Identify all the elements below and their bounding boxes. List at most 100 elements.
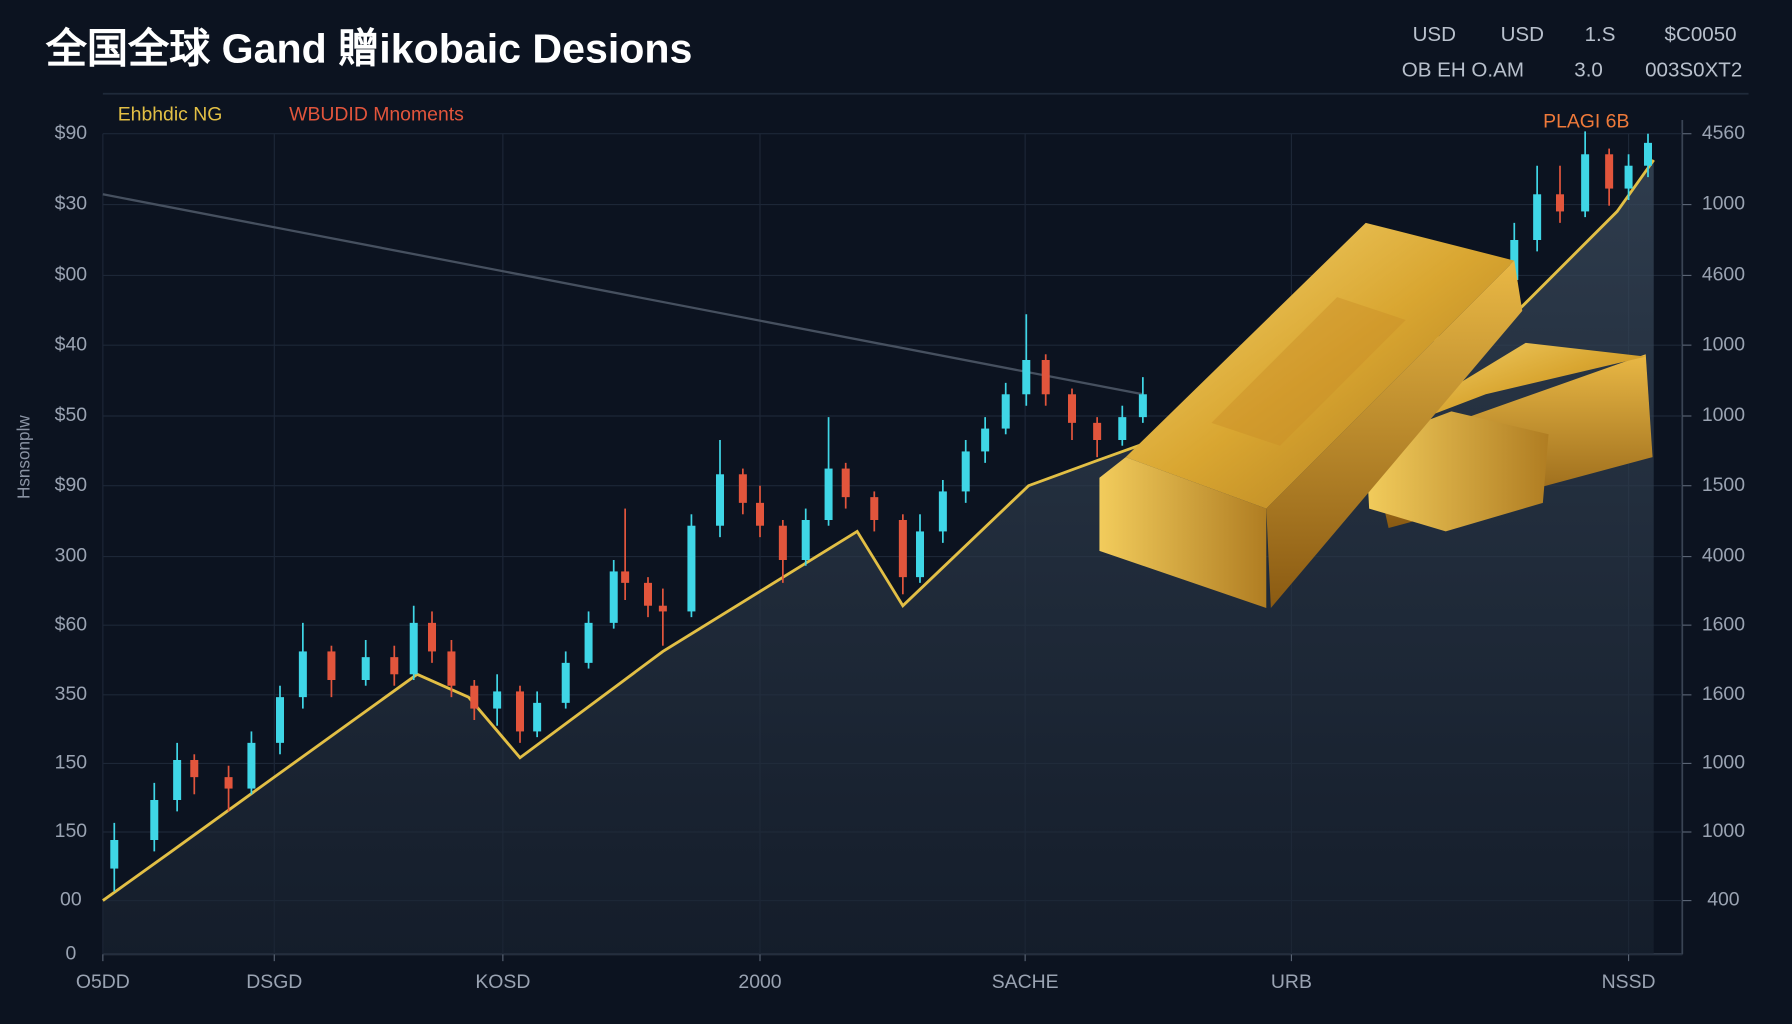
candle-body bbox=[778, 525, 787, 560]
candle-body bbox=[409, 622, 418, 675]
y-tick-label: 150 bbox=[55, 752, 88, 774]
line-area bbox=[102, 160, 1654, 955]
candle-body bbox=[824, 468, 833, 520]
ticker-cell: USD bbox=[1413, 23, 1456, 46]
candle-body bbox=[361, 657, 370, 680]
candle-body bbox=[738, 474, 747, 503]
title: 全国全球 Gand 贈ikobaic Desions bbox=[45, 25, 693, 71]
candle-body bbox=[1533, 194, 1542, 240]
y2-tick-label: 400 bbox=[1707, 889, 1740, 911]
y-tick-label: $90 bbox=[55, 122, 88, 144]
gold-bar-side bbox=[1266, 260, 1523, 608]
plot: 000150150350$60300$90$50$40$00$30$904001… bbox=[55, 104, 1746, 993]
y2-tick-label: 1000 bbox=[1702, 820, 1745, 842]
y2-tick-label: 4000 bbox=[1702, 545, 1745, 567]
candle-body bbox=[1138, 394, 1147, 418]
candle-body bbox=[1068, 394, 1076, 423]
y-tick-label: 150 bbox=[55, 820, 88, 842]
ticker-cell: USD bbox=[1501, 23, 1544, 46]
y2-tick-label: 1500 bbox=[1702, 474, 1745, 496]
candle-body bbox=[1001, 394, 1010, 429]
y2-tick-label: 1000 bbox=[1702, 193, 1745, 215]
y-tick-label: $50 bbox=[55, 404, 88, 426]
x-tick-label: O5DD bbox=[76, 971, 130, 993]
y-tick-label: 350 bbox=[55, 683, 88, 705]
candle-body bbox=[1118, 417, 1127, 440]
ticker: USD USD 1.S $C0050 OB EH O.AM 3.0 003S0XT2 bbox=[1402, 23, 1743, 81]
candle-body bbox=[110, 840, 119, 869]
candle-body bbox=[390, 657, 399, 675]
y-axis-label: Hsnsonplw bbox=[14, 415, 34, 499]
candle-body bbox=[1556, 194, 1564, 212]
x-tick-label: 2000 bbox=[738, 971, 781, 993]
y2-tick-label: 1600 bbox=[1702, 683, 1745, 705]
candle-body bbox=[298, 651, 307, 698]
candle-body bbox=[898, 520, 907, 578]
gold-bar-top bbox=[1125, 222, 1515, 509]
candle-body bbox=[658, 605, 667, 612]
candle-body bbox=[609, 571, 618, 623]
ticker-cell: OB EH O.AM bbox=[1402, 58, 1524, 81]
candle-body bbox=[516, 691, 524, 732]
candle-body bbox=[981, 428, 990, 452]
candle-body bbox=[470, 685, 479, 709]
x-tick-label: SACHE bbox=[992, 971, 1059, 993]
y-tick-label: $30 bbox=[55, 193, 88, 215]
ticker-cell: 3.0 bbox=[1574, 58, 1603, 81]
candle-body bbox=[1041, 360, 1050, 395]
annotation: PLAGI 6B bbox=[1543, 110, 1629, 132]
ticker-cell: $C0050 bbox=[1665, 23, 1737, 46]
x-tick-label: DSGD bbox=[246, 971, 302, 993]
gold-bar-stamp bbox=[1211, 297, 1406, 446]
line bbox=[102, 193, 1144, 396]
candle-body bbox=[756, 502, 764, 526]
y2-tick-label: 1600 bbox=[1702, 613, 1745, 635]
y2-tick-label: 4560 bbox=[1702, 122, 1745, 144]
candle-body bbox=[247, 742, 256, 789]
y-tick-label: $40 bbox=[55, 333, 88, 355]
candle-body bbox=[190, 760, 199, 778]
candle-body bbox=[1581, 154, 1590, 212]
y-tick-label: $00 bbox=[55, 264, 88, 286]
x-tick-label: KOSD bbox=[475, 971, 530, 993]
candle-body bbox=[961, 451, 970, 492]
candle-body bbox=[1022, 360, 1031, 395]
y-tick-label: 00 bbox=[60, 889, 82, 911]
candle-body bbox=[584, 622, 593, 663]
x-tick-label: URB bbox=[1271, 971, 1312, 993]
candle-body bbox=[447, 651, 456, 686]
candle-body bbox=[1093, 422, 1102, 440]
candle-body bbox=[870, 497, 879, 520]
y2-tick-label: 1000 bbox=[1702, 752, 1745, 774]
candle-body bbox=[493, 691, 502, 709]
candle-body bbox=[173, 760, 182, 800]
candle-body bbox=[327, 651, 336, 680]
y-tick-label: $60 bbox=[55, 613, 88, 635]
candle-body bbox=[1644, 142, 1652, 166]
gold-bar-back-top bbox=[1365, 342, 1646, 440]
candle-body bbox=[621, 571, 630, 583]
y2-tick-label: 1000 bbox=[1702, 404, 1745, 426]
y-tick-label: $90 bbox=[55, 474, 88, 496]
candle-body bbox=[276, 697, 284, 743]
candle-body bbox=[224, 777, 233, 789]
candle-body bbox=[801, 520, 810, 560]
candle-body bbox=[1605, 154, 1614, 189]
candle-body bbox=[687, 525, 696, 612]
ticker-cell: 003S0XT2 bbox=[1645, 58, 1742, 81]
y-tick-label: 0 bbox=[65, 942, 76, 964]
legend-entry: WBUDID Mnoments bbox=[289, 104, 464, 126]
x-tick-label: NSSD bbox=[1602, 971, 1656, 993]
gold-bars bbox=[1099, 222, 1653, 608]
candle-body bbox=[916, 531, 924, 578]
candle-body bbox=[841, 468, 850, 498]
gold-bar-front bbox=[1099, 457, 1267, 608]
candle-body bbox=[1510, 240, 1519, 280]
candle-body bbox=[938, 491, 947, 532]
candle-body bbox=[428, 622, 436, 652]
y2-tick-label: 4600 bbox=[1702, 264, 1745, 286]
ticker-cell: 1.S bbox=[1585, 23, 1616, 46]
candle-body bbox=[644, 582, 652, 606]
